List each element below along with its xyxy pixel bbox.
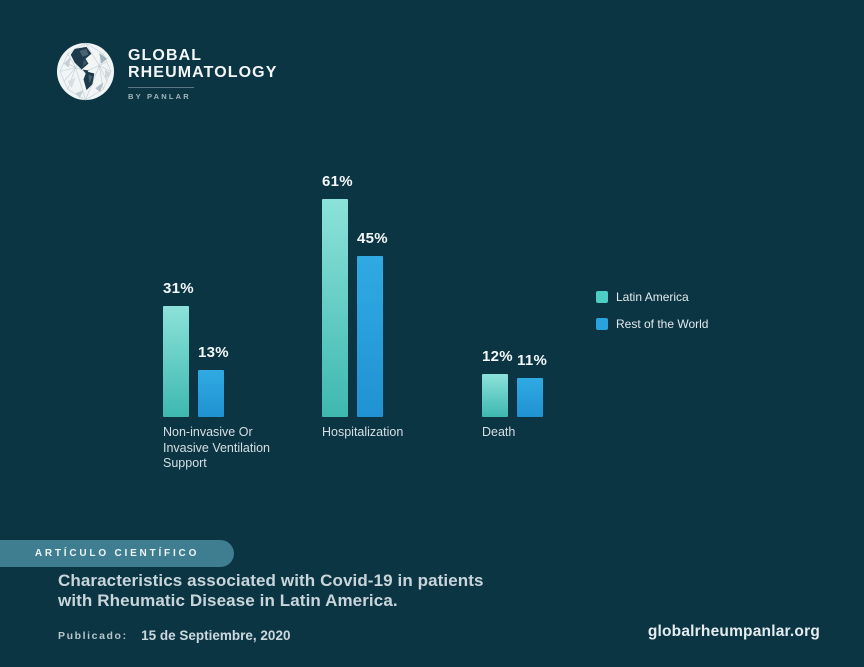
legend-swatch-icon xyxy=(596,290,608,303)
legend-item: Rest of the World xyxy=(596,316,709,331)
legend-label: Latin America xyxy=(616,289,689,304)
bar xyxy=(482,374,508,417)
bar-group-2: 61% 45% Hospitalization xyxy=(322,150,403,439)
bar-group-3: 12% 11% Death xyxy=(482,150,547,439)
article-title: Characteristics associated with Covid-19… xyxy=(58,571,484,610)
article-title-line2: with Rheumatic Disease in Latin America. xyxy=(58,590,398,610)
value-label: 11% xyxy=(517,352,548,369)
article-title-line1: Characteristics associated with Covid-19… xyxy=(58,571,484,590)
value-label: 31% xyxy=(163,280,194,297)
published-value: 15 de Septiembre, 2020 xyxy=(141,628,291,643)
logo-divider xyxy=(128,87,194,88)
value-label: 61% xyxy=(322,173,353,190)
logo-title-rheumatology: RHEUMATOLOGY xyxy=(128,64,278,81)
published-label: Publicado: xyxy=(58,630,128,642)
website-url: globalrheumpanlar.org xyxy=(647,623,820,640)
logo: GLOBAL RHEUMATOLOGY BY PANLAR xyxy=(56,42,278,101)
article-type-badge: ARTÍCULO CIENTÍFICO xyxy=(0,540,234,567)
logo-title-global: GLOBAL xyxy=(128,47,203,64)
published-date: Publicado: 15 de Septiembre, 2020 xyxy=(58,627,290,645)
bar-group-1: 31% 13% Non-invasive Or Invasive Ventilatio… xyxy=(163,150,270,470)
category-label: Hospitalization xyxy=(322,425,404,439)
bar xyxy=(163,306,189,417)
globe-logo-icon xyxy=(56,42,115,101)
category-label: Death xyxy=(482,425,516,439)
bar xyxy=(198,370,224,417)
legend-swatch-icon xyxy=(596,317,608,330)
value-label: 13% xyxy=(198,344,229,361)
bar xyxy=(357,256,383,417)
article-type-badge-label: ARTÍCULO CIENTÍFICO xyxy=(34,548,200,559)
legend-label: Rest of the World xyxy=(616,316,709,331)
value-label: 12% xyxy=(482,348,513,365)
logo-byline: BY PANLAR xyxy=(128,92,191,101)
bar-chart: 31% 13% Non-invasive Or Invasive Ventilatio… xyxy=(163,150,583,470)
chart-legend: Latin America Rest of the World xyxy=(596,290,708,344)
legend-item: Latin America xyxy=(596,289,708,304)
category-label: Non-invasive Or Invasive Ventilation Suppo… xyxy=(163,425,271,470)
bar xyxy=(322,199,348,417)
value-label: 45% xyxy=(357,230,388,247)
bar xyxy=(517,378,543,417)
logo-text: GLOBAL RHEUMATOLOGY BY PANLAR xyxy=(128,42,278,101)
